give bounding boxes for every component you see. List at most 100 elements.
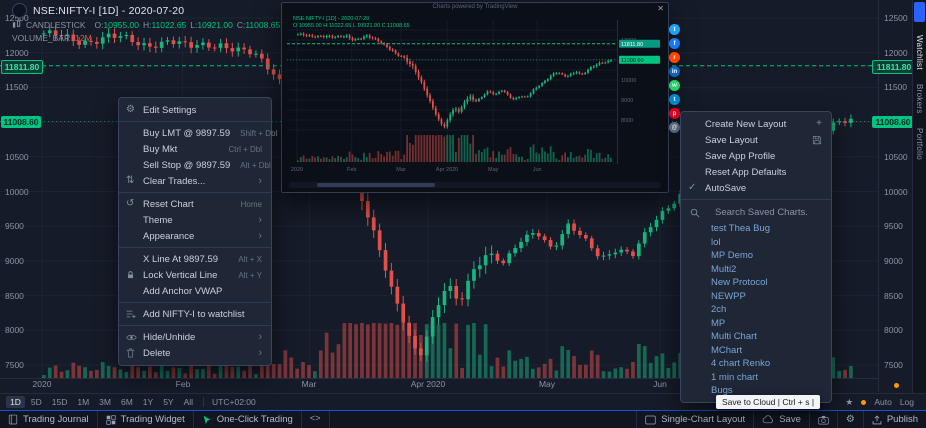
clear-icon: ⇅ [126,175,135,186]
saved-chart-item[interactable]: MP Demo [711,250,754,261]
saved-chart-item[interactable]: Multi Chart [711,331,757,342]
saved-chart-item[interactable]: Multi2 [711,263,737,275]
search-saved-charts-input[interactable] [713,206,827,219]
time-axis-label: Mar [301,379,317,389]
right-sidebar-tabs: Watchlist Brokers Portfolio [912,0,926,393]
statusbar-publish-button[interactable]: Publish [862,411,926,428]
symbol-title-row[interactable]: NSE:NIFTY-I [1D] - 2020-07-20 [12,3,280,18]
sidebar-collapse-button[interactable] [914,2,925,22]
statusbar-one-click-trading-button[interactable]: One-Click Trading [194,411,302,428]
timeframe-1y-button[interactable]: 1Y [142,397,154,407]
menu-item-buy-lmt-9897-59[interactable]: Buy LMT @ 9897.59 Shift + Dbl [119,125,277,141]
gear-icon: ⚙ [126,104,135,115]
timeframe-5y-button[interactable]: 5Y [163,397,174,407]
timeframe-6m-button[interactable]: 6M [120,397,133,407]
menu-item-lock-vertical-line[interactable]: Lock Vertical Line Alt + Y [119,267,271,283]
statusbar-item-label: Single-Chart Layout [661,414,746,425]
ohlc-label: H: [142,19,152,30]
timeframe-3m-button[interactable]: 3M [99,397,111,407]
auto-scale-button[interactable]: Auto [874,397,892,407]
share-telegram-button[interactable]: t [669,94,680,105]
share-pinterest-button[interactable]: p [669,108,680,119]
saved-chart-item[interactable]: New Protocol [711,277,768,288]
price-axis-label: 7500 [5,360,24,370]
menu-item-hide-unhide[interactable]: Hide/Unhide › [119,329,271,345]
menu-item-theme[interactable]: Theme › [119,212,271,228]
share-email-button[interactable]: @ [669,122,680,133]
saved-chart-item[interactable]: 2ch [711,304,727,315]
menu-item-x-line-at-9897-59[interactable]: X Line At 9897.59 Alt + X [119,251,271,267]
menu-item-add-anchor-vwap[interactable]: Add Anchor VWAP [119,283,271,299]
menu-item-shortcut: Shift + Dbl [240,128,278,138]
popup-scrollbar-handle[interactable] [317,183,435,187]
price-axis-label: 9500 [5,221,24,231]
price-axis-label: 12500 [884,13,908,23]
menu-item-buy-mkt[interactable]: Buy Mkt Ctrl + Dbl [119,141,271,157]
price-axis-label: 12500 [5,13,29,23]
timeframe-1m-button[interactable]: 1M [77,397,90,407]
statusbar-save-button[interactable]: Save [753,411,809,428]
symbol-title[interactable]: NSE:NIFTY-I [1D] - 2020-07-20 [33,4,185,17]
statusbar-trading-journal-button[interactable]: Trading Journal [0,411,98,428]
price-axis-label: 8500 [5,291,24,301]
sidebar-tab-portfolio[interactable]: Portfolio [915,127,924,160]
share-twitter-button[interactable]: t [669,24,680,35]
menu-item-create-new-layout[interactable]: Create New Layout + [681,116,831,132]
search-icon [690,208,707,218]
share-facebook-button[interactable]: f [669,38,680,49]
price-axis-label: 8000 [884,325,903,335]
menu-item-clear-trades[interactable]: ⇅ Clear Trades... › [119,173,271,189]
sidebar-tab-brokers[interactable]: Brokers [915,83,924,114]
saved-chart-item[interactable]: MP [711,317,726,329]
time-axis[interactable]: 2020 Feb Mar Apr 2020 May Jun [0,379,878,392]
timeframe-5d-button[interactable]: 5D [30,397,42,407]
timeframe-1d-button[interactable]: 1D [6,396,25,408]
sidebar-tab-watchlist[interactable]: Watchlist [915,35,924,70]
svg-text:Feb: Feb [347,167,356,173]
menu-item-label: Appearance [143,230,195,242]
price-badge-last: 11008.60 [1,116,41,128]
menu-item-reset-app-defaults[interactable]: Reset App Defaults [681,164,831,180]
menu-item-sell-stop-9897-59[interactable]: Sell Stop @ 9897.59 Alt + Dbl [119,157,271,173]
menu-item-label: AutoSave [705,182,747,194]
menu-item-autosave[interactable]: ✓ AutoSave [681,180,831,196]
saved-chart-item[interactable]: 1 min chart [711,371,758,383]
menu-item-save-layout[interactable]: Save Layout [681,132,831,148]
saved-chart-item[interactable]: 4 chart Renko [711,358,771,369]
data-status-dot [861,399,867,405]
statusbar-trading-widget-button[interactable]: Trading Widget [98,411,194,428]
share-whatsapp-button[interactable]: w [669,80,680,91]
menu-item-shortcut: Home [240,199,262,209]
saved-chart-item[interactable]: NEWPP [711,290,746,302]
menu-item-add-nifty-i-to-watchlist[interactable]: Add NIFTY-I to watchlist [119,306,271,322]
menu-item-save-app-profile[interactable]: Save App Profile [681,148,831,164]
menu-item-delete[interactable]: Delete › [119,345,271,361]
statusbar-single-chart-layout-button[interactable]: Single-Chart Layout [636,411,753,428]
statusbar-code-button[interactable]: <> [302,411,330,428]
submenu-chevron-icon: › [258,214,262,226]
share-reddit-button[interactable]: r [669,52,680,63]
cloud-icon [762,415,774,424]
menu-separator [119,325,271,326]
popup-chart-legend: NSE:NIFTY-I [1D] - 2020-07-20 O 10955.00… [293,16,410,30]
saved-chart-item[interactable]: MChart [711,344,743,356]
menu-item-label: X Line At 9897.59 [143,253,219,265]
statusbar-gear-button[interactable]: ⚙ [836,411,863,428]
share-linkedin-button[interactable]: in [669,66,680,77]
menu-item-reset-chart[interactable]: ↺ Reset Chart Home [119,196,271,212]
time-axis-label: 2020 [32,379,52,389]
statusbar-camera-button[interactable] [808,411,837,428]
popup-close-button[interactable]: ✕ [657,4,664,13]
timezone-label[interactable]: UTC+02:00 [212,397,256,407]
menu-item-appearance[interactable]: Appearance › [119,228,271,244]
saved-chart-item[interactable]: Bugs [711,385,733,396]
favorite-star-icon[interactable]: ★ [845,396,854,407]
menu-item-edit-settings[interactable]: ⚙ Edit Settings [119,102,271,118]
saved-chart-item[interactable]: test Thea Bug [711,223,770,234]
log-scale-button[interactable]: Log [899,397,914,407]
timeframe-all-button[interactable]: All [183,397,194,407]
timeframe-15d-button[interactable]: 15D [51,397,68,407]
saved-chart-item[interactable]: lol [711,236,721,248]
popup-scrollbar[interactable] [289,182,661,188]
